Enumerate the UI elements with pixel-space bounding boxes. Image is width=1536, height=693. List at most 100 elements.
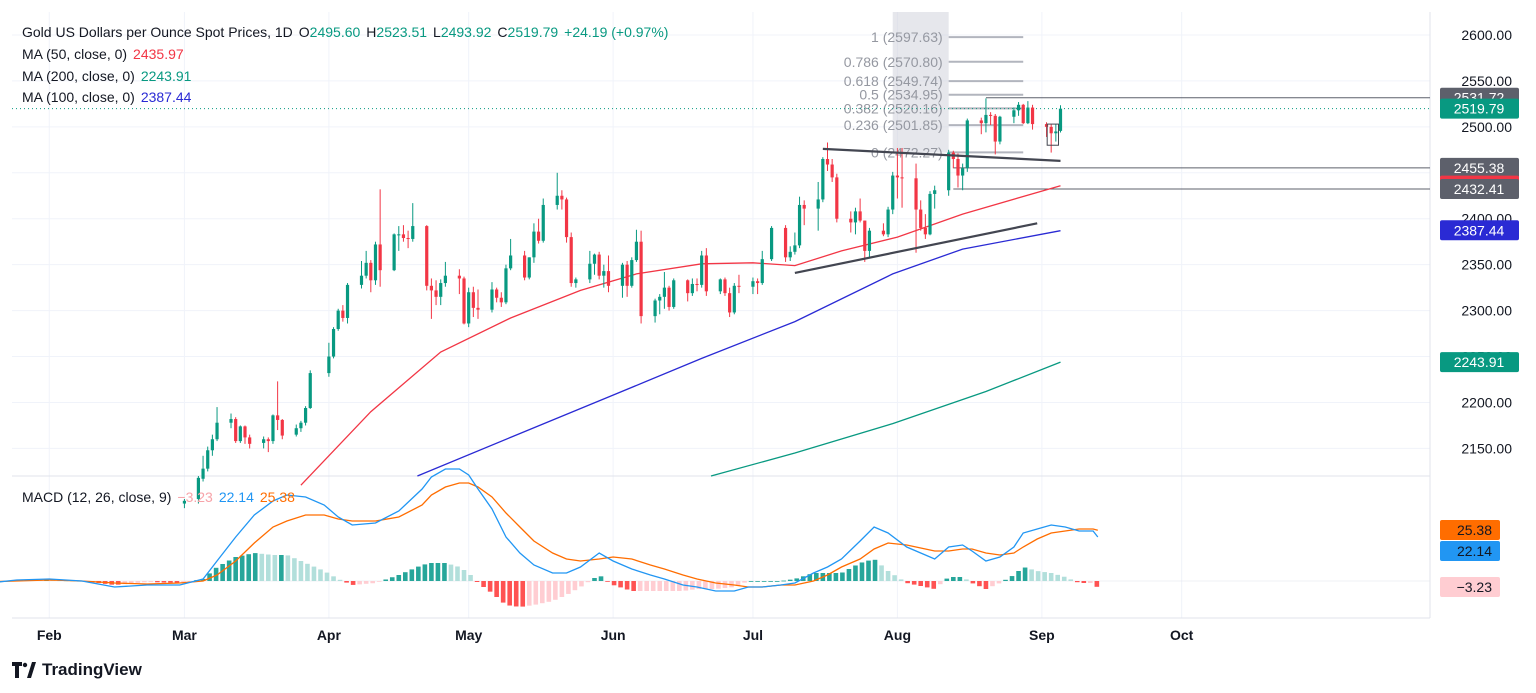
ma200-legend[interactable]: MA (200, close, 0) 2243.91 xyxy=(22,66,197,86)
candle-body xyxy=(364,262,368,276)
macd-histogram-bar xyxy=(618,581,623,588)
macd-histogram-bar xyxy=(957,577,963,581)
candle-body xyxy=(816,199,820,209)
macd-histogram-bar xyxy=(872,559,878,581)
macd-histogram-bar xyxy=(1081,581,1087,583)
high-label: H xyxy=(366,24,377,40)
brand-name: TradingView xyxy=(42,660,142,679)
macd-histogram-bar xyxy=(853,565,858,581)
macd-legend[interactable]: MACD (12, 26, close, 9) −3.23 22.14 25.38 xyxy=(22,487,301,507)
macd-histogram-bar xyxy=(337,579,343,581)
macd-histogram-bar xyxy=(1009,576,1015,581)
candle-body xyxy=(863,220,867,251)
ma100-legend[interactable]: MA (100, close, 0) 2387.44 xyxy=(22,87,197,107)
candle-body xyxy=(760,259,764,284)
candle-body xyxy=(471,292,475,308)
macd-histogram-bar xyxy=(1048,573,1054,581)
macd-histogram-bar xyxy=(540,581,545,604)
macd-histogram-bar xyxy=(259,553,265,581)
fib-level-label: 0.618 (2549.74) xyxy=(844,73,943,89)
candle-body xyxy=(667,287,671,307)
macd-histogram-bar xyxy=(292,558,297,581)
price-tag xyxy=(1440,220,1519,241)
macd-histogram-bar xyxy=(142,581,147,583)
price-tag xyxy=(1440,352,1519,373)
time-tick-label: Sep xyxy=(1029,627,1055,643)
macd-histogram-bar xyxy=(135,581,141,583)
macd-histogram-bar xyxy=(931,581,937,589)
macd-histogram-bar xyxy=(827,573,832,581)
macd-histogram-bar xyxy=(774,581,780,582)
macd-histogram-bar xyxy=(331,576,336,581)
candle-body xyxy=(327,356,331,374)
change-value: +24.19 (+0.97%) xyxy=(564,24,669,40)
macd-histogram-bar xyxy=(624,581,630,590)
candle-body xyxy=(1030,107,1035,125)
candle-body xyxy=(397,234,401,236)
candle-body xyxy=(229,419,233,423)
ma50-legend[interactable]: MA (50, close, 0) 2435.97 xyxy=(22,44,190,64)
candle-body xyxy=(411,226,415,239)
candle-body xyxy=(802,204,806,209)
macd-histogram-bar xyxy=(670,581,676,591)
candle-body xyxy=(555,195,559,205)
trendline[interactable] xyxy=(822,147,1061,162)
candle-body xyxy=(266,439,270,442)
candle-body xyxy=(914,178,918,210)
macd-histogram-bar xyxy=(220,564,225,581)
candle-body xyxy=(853,211,858,223)
price-tick-label: 2550.00 xyxy=(1461,73,1512,89)
candle-body xyxy=(201,468,205,479)
macd-histogram-bar xyxy=(474,581,480,582)
macd-histogram-bar xyxy=(272,555,278,581)
candle-body xyxy=(359,275,364,285)
candle-body xyxy=(439,283,443,297)
candle-body xyxy=(206,450,210,469)
macd-signal-line xyxy=(0,482,1098,588)
candle-body xyxy=(756,281,760,284)
macd-histogram-bar xyxy=(239,555,245,581)
macd-label: MACD (12, 26, close, 9) xyxy=(22,489,172,505)
ma50-value: 2435.97 xyxy=(133,46,184,62)
macd-histogram-bar xyxy=(1094,581,1100,587)
macd-histogram-bar xyxy=(122,581,128,585)
candle-body xyxy=(933,190,937,194)
macd-histogram-bar xyxy=(585,581,591,583)
candle-body xyxy=(425,226,429,286)
candle-body xyxy=(653,300,657,317)
candle-body xyxy=(993,115,997,142)
macd-histogram-bar xyxy=(996,581,1002,584)
macd-histogram-bar xyxy=(924,581,930,588)
macd-histogram-bar xyxy=(1068,579,1074,581)
candle-body xyxy=(658,296,662,301)
candle-body xyxy=(728,293,732,313)
macd-histogram-bar xyxy=(964,579,969,581)
macd-histogram-bar xyxy=(155,581,160,583)
candle-body xyxy=(509,255,513,269)
candle-body xyxy=(574,279,578,284)
macd-histogram-bar xyxy=(1016,571,1021,581)
candle-body xyxy=(401,234,406,239)
macd-histogram-bar xyxy=(761,581,767,582)
candle-body xyxy=(369,262,373,281)
candle-body xyxy=(690,283,694,294)
macd-histogram-bar xyxy=(481,581,486,587)
price-tag-label: 2432.41 xyxy=(1454,181,1505,197)
macd-histogram-bar xyxy=(637,581,643,591)
candle-body xyxy=(271,415,275,442)
macd-histogram-bar xyxy=(513,581,519,607)
macd-histogram-bar xyxy=(755,581,760,582)
macd-histogram-bar xyxy=(794,578,800,581)
macd-histogram-bar xyxy=(944,578,950,581)
candle-body xyxy=(476,307,480,310)
tradingview-logo[interactable]: TradingView xyxy=(12,660,142,680)
candle-body xyxy=(280,419,284,436)
candle-body xyxy=(867,230,872,251)
time-tick-label: Jun xyxy=(601,627,626,643)
candle-body xyxy=(523,255,527,278)
macd-histogram-bar xyxy=(148,581,154,583)
trendline[interactable] xyxy=(794,222,1038,275)
macd-histogram-bar xyxy=(161,581,167,583)
macd-histogram-bar xyxy=(559,581,565,597)
